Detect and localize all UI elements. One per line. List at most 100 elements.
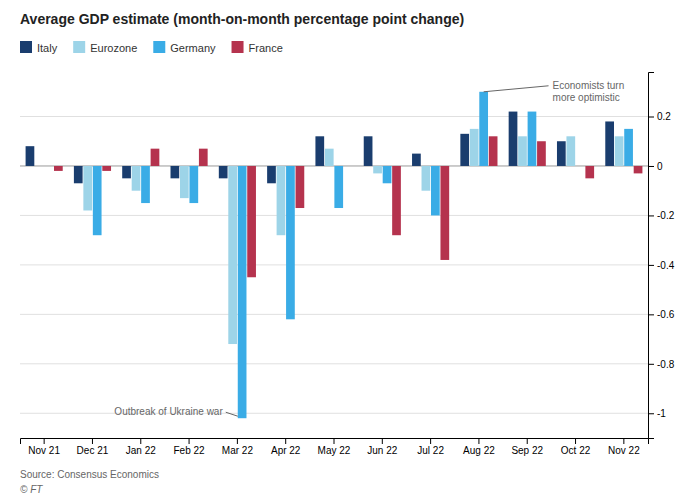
- y-tick-label: -0.8: [657, 359, 675, 370]
- y-tick-label: 0.2: [657, 111, 671, 122]
- y-tick-label: -1: [657, 408, 666, 419]
- bar: [102, 166, 111, 171]
- annotation-connector: [226, 412, 238, 416]
- legend-item: Eurozone: [73, 41, 137, 54]
- y-tick-label: -0.2: [657, 210, 675, 221]
- x-tick: Aug 22: [463, 438, 495, 456]
- y-tick: 0: [648, 161, 663, 172]
- bar: [634, 166, 643, 173]
- x-tick-mark: [92, 438, 93, 444]
- bar: [470, 129, 479, 166]
- source: Source: Consensus Economics: [20, 469, 159, 480]
- legend-label: Italy: [37, 42, 58, 54]
- x-tick-label: Feb 22: [174, 445, 206, 456]
- bar: [54, 166, 63, 171]
- bar: [26, 146, 35, 166]
- y-tick: -1: [648, 408, 666, 419]
- bar: [74, 166, 83, 183]
- x-tick-mark: [285, 438, 286, 444]
- x-tick-mark: [140, 438, 141, 444]
- y-tick-label: 0: [657, 161, 663, 172]
- y-tick: -0.8: [648, 359, 675, 370]
- x-tick: Dec 21: [77, 438, 109, 456]
- bar: [489, 136, 498, 166]
- bar: [557, 141, 566, 166]
- bar: [219, 166, 228, 178]
- legend-label: Germany: [170, 42, 216, 54]
- legend-swatch: [20, 41, 32, 53]
- bar: [422, 166, 431, 191]
- bar: [392, 166, 401, 235]
- y-tick: -0.4: [648, 260, 675, 271]
- x-tick: Nov 21: [28, 438, 60, 456]
- x-tick-label: May 22: [318, 445, 351, 456]
- grid-line: [20, 116, 648, 117]
- x-tick-label: Jan 22: [126, 445, 156, 456]
- y-axis: -1 -0.8 -0.6 -0.4 -0.2 0 0.2: [648, 73, 675, 439]
- x-tick-label: Jul 22: [417, 445, 444, 456]
- x-tick-label: Oct 22: [561, 445, 591, 456]
- bar: [576, 165, 585, 166]
- legend-label: Eurozone: [90, 42, 137, 54]
- y-axis-line: [649, 73, 655, 439]
- x-axis-line: [21, 439, 649, 445]
- x-tick-label: Aug 22: [463, 445, 495, 456]
- legend-item: Germany: [153, 41, 216, 54]
- grid: [20, 117, 648, 414]
- y-tick-mark: [648, 413, 654, 414]
- bar: [296, 166, 305, 208]
- bar: [122, 166, 131, 178]
- y-tick: -0.2: [648, 210, 675, 221]
- bar: [624, 129, 633, 166]
- bar-series: [26, 112, 614, 184]
- bar: [171, 166, 180, 178]
- x-tick-mark: [430, 438, 431, 444]
- legend-swatch: [73, 41, 85, 53]
- x-tick: Sep 22: [511, 438, 543, 456]
- y-tick-mark: [648, 265, 654, 266]
- y-tick: 0.2: [648, 111, 671, 122]
- legend: ItalyEurozoneGermanyFrance: [20, 41, 283, 54]
- x-tick-mark: [44, 438, 45, 444]
- x-tick-mark: [189, 438, 190, 444]
- annotation-line: Outbreak of Ukraine war: [114, 406, 223, 417]
- bar: [151, 149, 160, 166]
- chart: Nov 21Dec 21Jan 22Feb 22Mar 22Apr 22May …: [0, 0, 700, 500]
- bar: [267, 166, 276, 183]
- x-tick: Jan 22: [126, 438, 156, 456]
- x-tick-mark: [575, 438, 576, 444]
- bar: [315, 136, 324, 166]
- bar: [479, 92, 488, 166]
- bars: [26, 92, 643, 418]
- bar: [605, 121, 614, 166]
- x-tick-label: Sep 22: [511, 445, 543, 456]
- x-axis: Nov 21Dec 21Jan 22Feb 22Mar 22Apr 22May …: [21, 438, 649, 456]
- y-tick-mark: [648, 117, 654, 118]
- x-tick: Apr 22: [271, 438, 301, 456]
- x-tick-mark: [527, 438, 528, 444]
- y-tick: -0.6: [648, 309, 675, 320]
- legend-item: Italy: [20, 41, 58, 54]
- bar: [199, 149, 208, 166]
- credit: © FT: [20, 484, 43, 495]
- annotation: Economists turnmore optimistic: [553, 79, 625, 102]
- bar: [93, 166, 102, 235]
- bar: [509, 112, 518, 166]
- bar: [325, 149, 334, 166]
- bar: [460, 134, 469, 166]
- legend-swatch: [232, 41, 244, 53]
- title: Average GDP estimate (month-on-month per…: [20, 11, 464, 27]
- bar: [83, 166, 92, 211]
- bar: [132, 166, 141, 191]
- x-tick-label: Dec 21: [77, 445, 109, 456]
- x-tick-label: Jun 22: [367, 445, 397, 456]
- bar: [585, 166, 594, 178]
- annotation-connector: [484, 86, 549, 92]
- bar: [440, 166, 449, 260]
- bar: [518, 136, 527, 166]
- y-tick-label: -0.6: [657, 309, 675, 320]
- bar: [566, 136, 575, 166]
- x-tick-mark: [382, 438, 383, 444]
- annotation-line: more optimistic: [553, 91, 620, 102]
- bar: [228, 166, 237, 344]
